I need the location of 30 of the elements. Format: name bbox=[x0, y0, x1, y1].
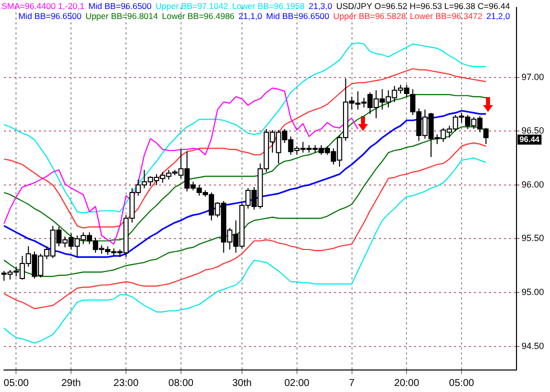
text: Upper BB=96.8014 bbox=[85, 11, 158, 21]
x-tick-label: 23:00 bbox=[114, 378, 139, 389]
text: 96.44 bbox=[519, 134, 540, 144]
x-tick-label: 30th bbox=[232, 378, 252, 389]
text: Upper BB=97.1042 bbox=[156, 1, 228, 11]
y-tick-label: 97.00 bbox=[521, 72, 544, 82]
annotation: 21,3,0 bbox=[308, 1, 332, 11]
y-tick-label: 96.50 bbox=[521, 126, 544, 136]
x-tick-label: 05:00 bbox=[4, 378, 30, 389]
y-tick-label: 94.50 bbox=[521, 340, 544, 351]
annotation: Mid BB=96.6500 bbox=[266, 11, 330, 21]
annotation: 21,2,0 bbox=[486, 11, 510, 21]
text: Mid BB=96.6500 bbox=[88, 1, 152, 11]
annotation: Mid BB=96.6500 bbox=[18, 11, 82, 21]
x-tick-label: 20:00 bbox=[394, 378, 420, 389]
y-tick-label: 95.50 bbox=[521, 233, 544, 244]
x-tick-label: 02:00 bbox=[284, 378, 310, 389]
x-tick-label: 29th bbox=[61, 378, 81, 389]
y-tick-label: 95.00 bbox=[521, 287, 544, 298]
text: Lower BB=96.1958 bbox=[232, 1, 305, 11]
y-tick-label: 96.00 bbox=[521, 179, 544, 190]
text: Upper BB=96.5828 bbox=[333, 11, 406, 21]
text: SMA=96.4400 1,-20,1 bbox=[1, 1, 84, 11]
x-tick-label: 08:00 bbox=[168, 378, 194, 389]
text: USD/JPY O=96.52 H=96.53 L=96.38 C=96.44 bbox=[336, 1, 510, 11]
annotation: 21,1,0 bbox=[238, 11, 262, 21]
x-tick-label: 7 bbox=[348, 378, 355, 389]
x-tick-label: 05:00 bbox=[449, 378, 475, 389]
text: Lower BB=96.4986 bbox=[162, 11, 235, 21]
text: Lower BB=96.3472 bbox=[410, 11, 482, 21]
